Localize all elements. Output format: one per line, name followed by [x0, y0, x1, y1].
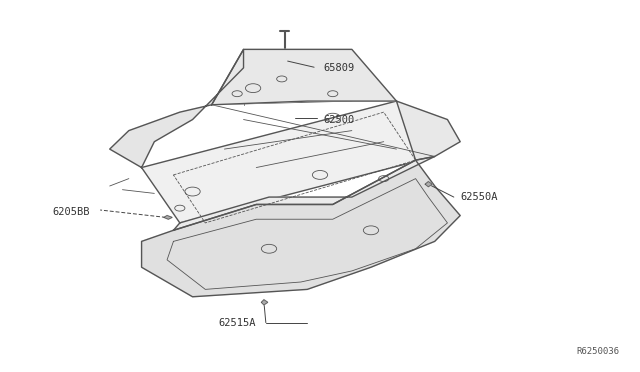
Text: 65809: 65809 — [323, 63, 355, 73]
Text: 62515A: 62515A — [218, 318, 255, 328]
Text: 62550A: 62550A — [460, 192, 498, 202]
Polygon shape — [173, 157, 435, 230]
Polygon shape — [164, 215, 172, 219]
Polygon shape — [425, 182, 432, 187]
Text: R6250036: R6250036 — [577, 347, 620, 356]
Polygon shape — [396, 101, 460, 160]
Polygon shape — [261, 300, 268, 305]
Polygon shape — [141, 101, 435, 223]
Text: 62500: 62500 — [323, 115, 355, 125]
Polygon shape — [109, 49, 244, 167]
Polygon shape — [212, 49, 396, 105]
Text: 6205BB: 6205BB — [52, 207, 90, 217]
Polygon shape — [141, 160, 460, 297]
